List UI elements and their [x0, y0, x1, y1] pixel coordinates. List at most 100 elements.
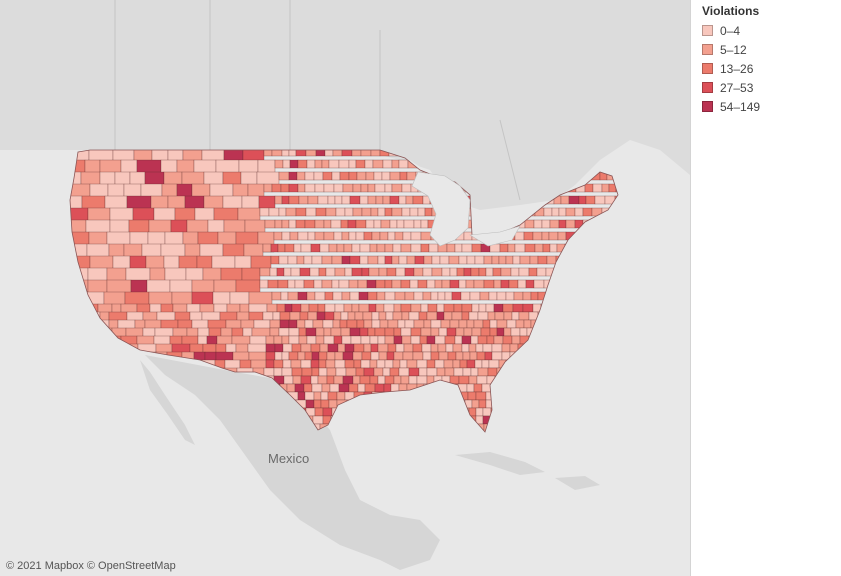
county-region[interactable] [377, 343, 389, 353]
county-region[interactable] [510, 267, 520, 277]
county-region[interactable] [470, 267, 480, 277]
county-region[interactable] [468, 311, 479, 321]
county-region[interactable] [617, 399, 626, 409]
county-region[interactable] [281, 195, 290, 205]
county-region[interactable] [77, 311, 90, 322]
county-region[interactable] [391, 183, 403, 193]
county-region[interactable] [571, 311, 583, 321]
county-region[interactable] [489, 327, 498, 337]
county-region[interactable] [297, 391, 306, 401]
county-region[interactable] [535, 407, 545, 417]
county-region[interactable] [597, 243, 606, 253]
county-region[interactable] [365, 171, 375, 181]
county-region[interactable] [443, 311, 453, 321]
county-region[interactable] [284, 243, 295, 253]
county-region[interactable] [304, 351, 313, 361]
county-region[interactable] [549, 219, 560, 229]
county-region[interactable] [106, 359, 118, 375]
county-region[interactable] [549, 303, 558, 313]
county-region[interactable] [580, 291, 591, 301]
county-region[interactable] [82, 319, 95, 332]
county-region[interactable] [66, 399, 85, 414]
county-region[interactable] [471, 303, 480, 313]
county-region[interactable] [282, 159, 291, 169]
county-region[interactable] [474, 255, 485, 265]
county-region[interactable] [510, 391, 520, 401]
county-region[interactable] [124, 423, 140, 437]
county-region[interactable] [397, 319, 406, 329]
county-region[interactable] [436, 311, 445, 321]
county-region[interactable] [555, 335, 567, 345]
county-region[interactable] [594, 423, 605, 432]
county-region[interactable] [426, 335, 436, 345]
county-region[interactable] [454, 399, 466, 409]
county-region[interactable] [503, 375, 514, 385]
county-region[interactable] [532, 231, 543, 241]
county-region[interactable] [524, 243, 536, 253]
county-region[interactable] [513, 367, 525, 377]
county-region[interactable] [75, 423, 95, 434]
county-region[interactable] [428, 243, 439, 253]
county-region[interactable] [537, 255, 548, 265]
county-region[interactable] [412, 351, 424, 361]
county-region[interactable] [92, 399, 103, 411]
county-region[interactable] [577, 351, 589, 361]
county-region[interactable] [491, 343, 503, 353]
county-region[interactable] [556, 399, 566, 409]
county-region[interactable] [533, 383, 542, 393]
county-region[interactable] [450, 383, 459, 393]
county-region[interactable] [294, 383, 305, 393]
county-region[interactable] [318, 359, 327, 369]
county-region[interactable] [359, 243, 371, 253]
county-region[interactable] [367, 255, 379, 265]
county-region[interactable] [448, 255, 460, 265]
county-region[interactable] [328, 159, 340, 169]
county-region[interactable] [569, 343, 581, 353]
county-region[interactable] [384, 207, 393, 217]
county-region[interactable] [277, 243, 286, 253]
county-region[interactable] [477, 335, 488, 345]
county-region[interactable] [392, 415, 402, 425]
county-region[interactable] [317, 303, 326, 313]
county-region[interactable] [449, 319, 460, 329]
county-region[interactable] [349, 195, 361, 205]
county-region[interactable] [373, 219, 382, 229]
county-region[interactable] [369, 423, 379, 432]
county-region[interactable] [191, 423, 209, 435]
county-region[interactable] [192, 415, 206, 430]
county-region[interactable] [189, 399, 205, 414]
county-region[interactable] [502, 303, 514, 313]
county-region[interactable] [99, 367, 112, 381]
county-region[interactable] [314, 183, 325, 193]
county-region[interactable] [422, 267, 433, 277]
county-region[interactable] [574, 255, 586, 265]
county-region[interactable] [615, 351, 625, 361]
county-region[interactable] [498, 423, 509, 432]
county-region[interactable] [604, 391, 616, 401]
county-region[interactable] [559, 279, 568, 289]
county-region[interactable] [378, 431, 389, 440]
county-region[interactable] [578, 383, 588, 393]
county-region[interactable] [82, 343, 101, 354]
county-region[interactable] [348, 383, 359, 393]
county-region[interactable] [511, 335, 521, 345]
county-region[interactable] [621, 376, 628, 384]
county-region[interactable] [592, 183, 603, 193]
county-region[interactable] [588, 391, 597, 401]
county-region[interactable] [463, 231, 473, 241]
county-region[interactable] [75, 375, 88, 389]
county-region[interactable] [612, 255, 621, 265]
county-region[interactable] [591, 407, 601, 417]
county-region[interactable] [283, 267, 292, 277]
county-region[interactable] [326, 351, 336, 361]
county-region[interactable] [519, 255, 531, 265]
county-region[interactable] [507, 243, 516, 253]
county-region[interactable] [288, 327, 300, 337]
county-region[interactable] [401, 311, 410, 321]
county-region[interactable] [274, 159, 284, 169]
county-region[interactable] [83, 399, 94, 410]
county-region[interactable] [458, 279, 467, 289]
county-region[interactable] [506, 431, 515, 440]
county-region[interactable] [479, 291, 490, 301]
county-region[interactable] [573, 243, 585, 253]
